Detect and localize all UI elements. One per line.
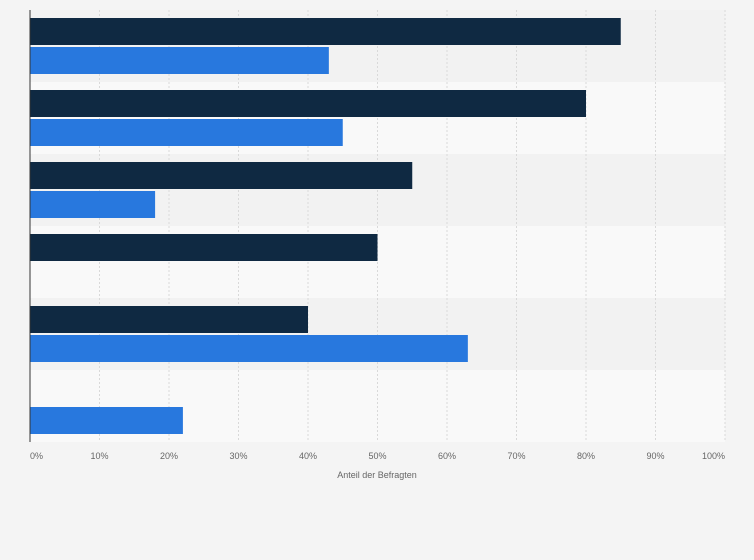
x-tick-label: 80% bbox=[577, 451, 595, 461]
x-tick-label: 30% bbox=[229, 451, 247, 461]
x-tick-label: 90% bbox=[646, 451, 664, 461]
bar-series-1[interactable] bbox=[30, 306, 308, 333]
x-tick-label: 50% bbox=[368, 451, 386, 461]
bar-series-2[interactable] bbox=[30, 119, 343, 146]
bar-series-1[interactable] bbox=[30, 90, 586, 117]
x-axis-title: Anteil der Befragten bbox=[337, 470, 417, 480]
x-tick-label: 60% bbox=[438, 451, 456, 461]
x-tick-label: 20% bbox=[160, 451, 178, 461]
bar-series-2[interactable] bbox=[30, 335, 468, 362]
x-tick-label: 100% bbox=[702, 451, 725, 461]
bars bbox=[30, 18, 621, 434]
bar-series-1[interactable] bbox=[30, 162, 413, 189]
bar-series-2[interactable] bbox=[30, 47, 329, 74]
x-tick-labels: 0% 10% 20% 30% 40% 50% 60% 70% 80% 90% 100% bbox=[30, 451, 725, 461]
x-tick-label: 70% bbox=[507, 451, 525, 461]
x-tick-label: 10% bbox=[90, 451, 108, 461]
bar-series-2[interactable] bbox=[30, 407, 183, 434]
bar-series-2[interactable] bbox=[30, 191, 156, 218]
bar-series-1[interactable] bbox=[30, 234, 378, 261]
grid-lines bbox=[99, 10, 726, 442]
x-tick-label: 40% bbox=[299, 451, 317, 461]
bar-series-1[interactable] bbox=[30, 18, 621, 45]
x-tick-label: 0% bbox=[30, 451, 43, 461]
